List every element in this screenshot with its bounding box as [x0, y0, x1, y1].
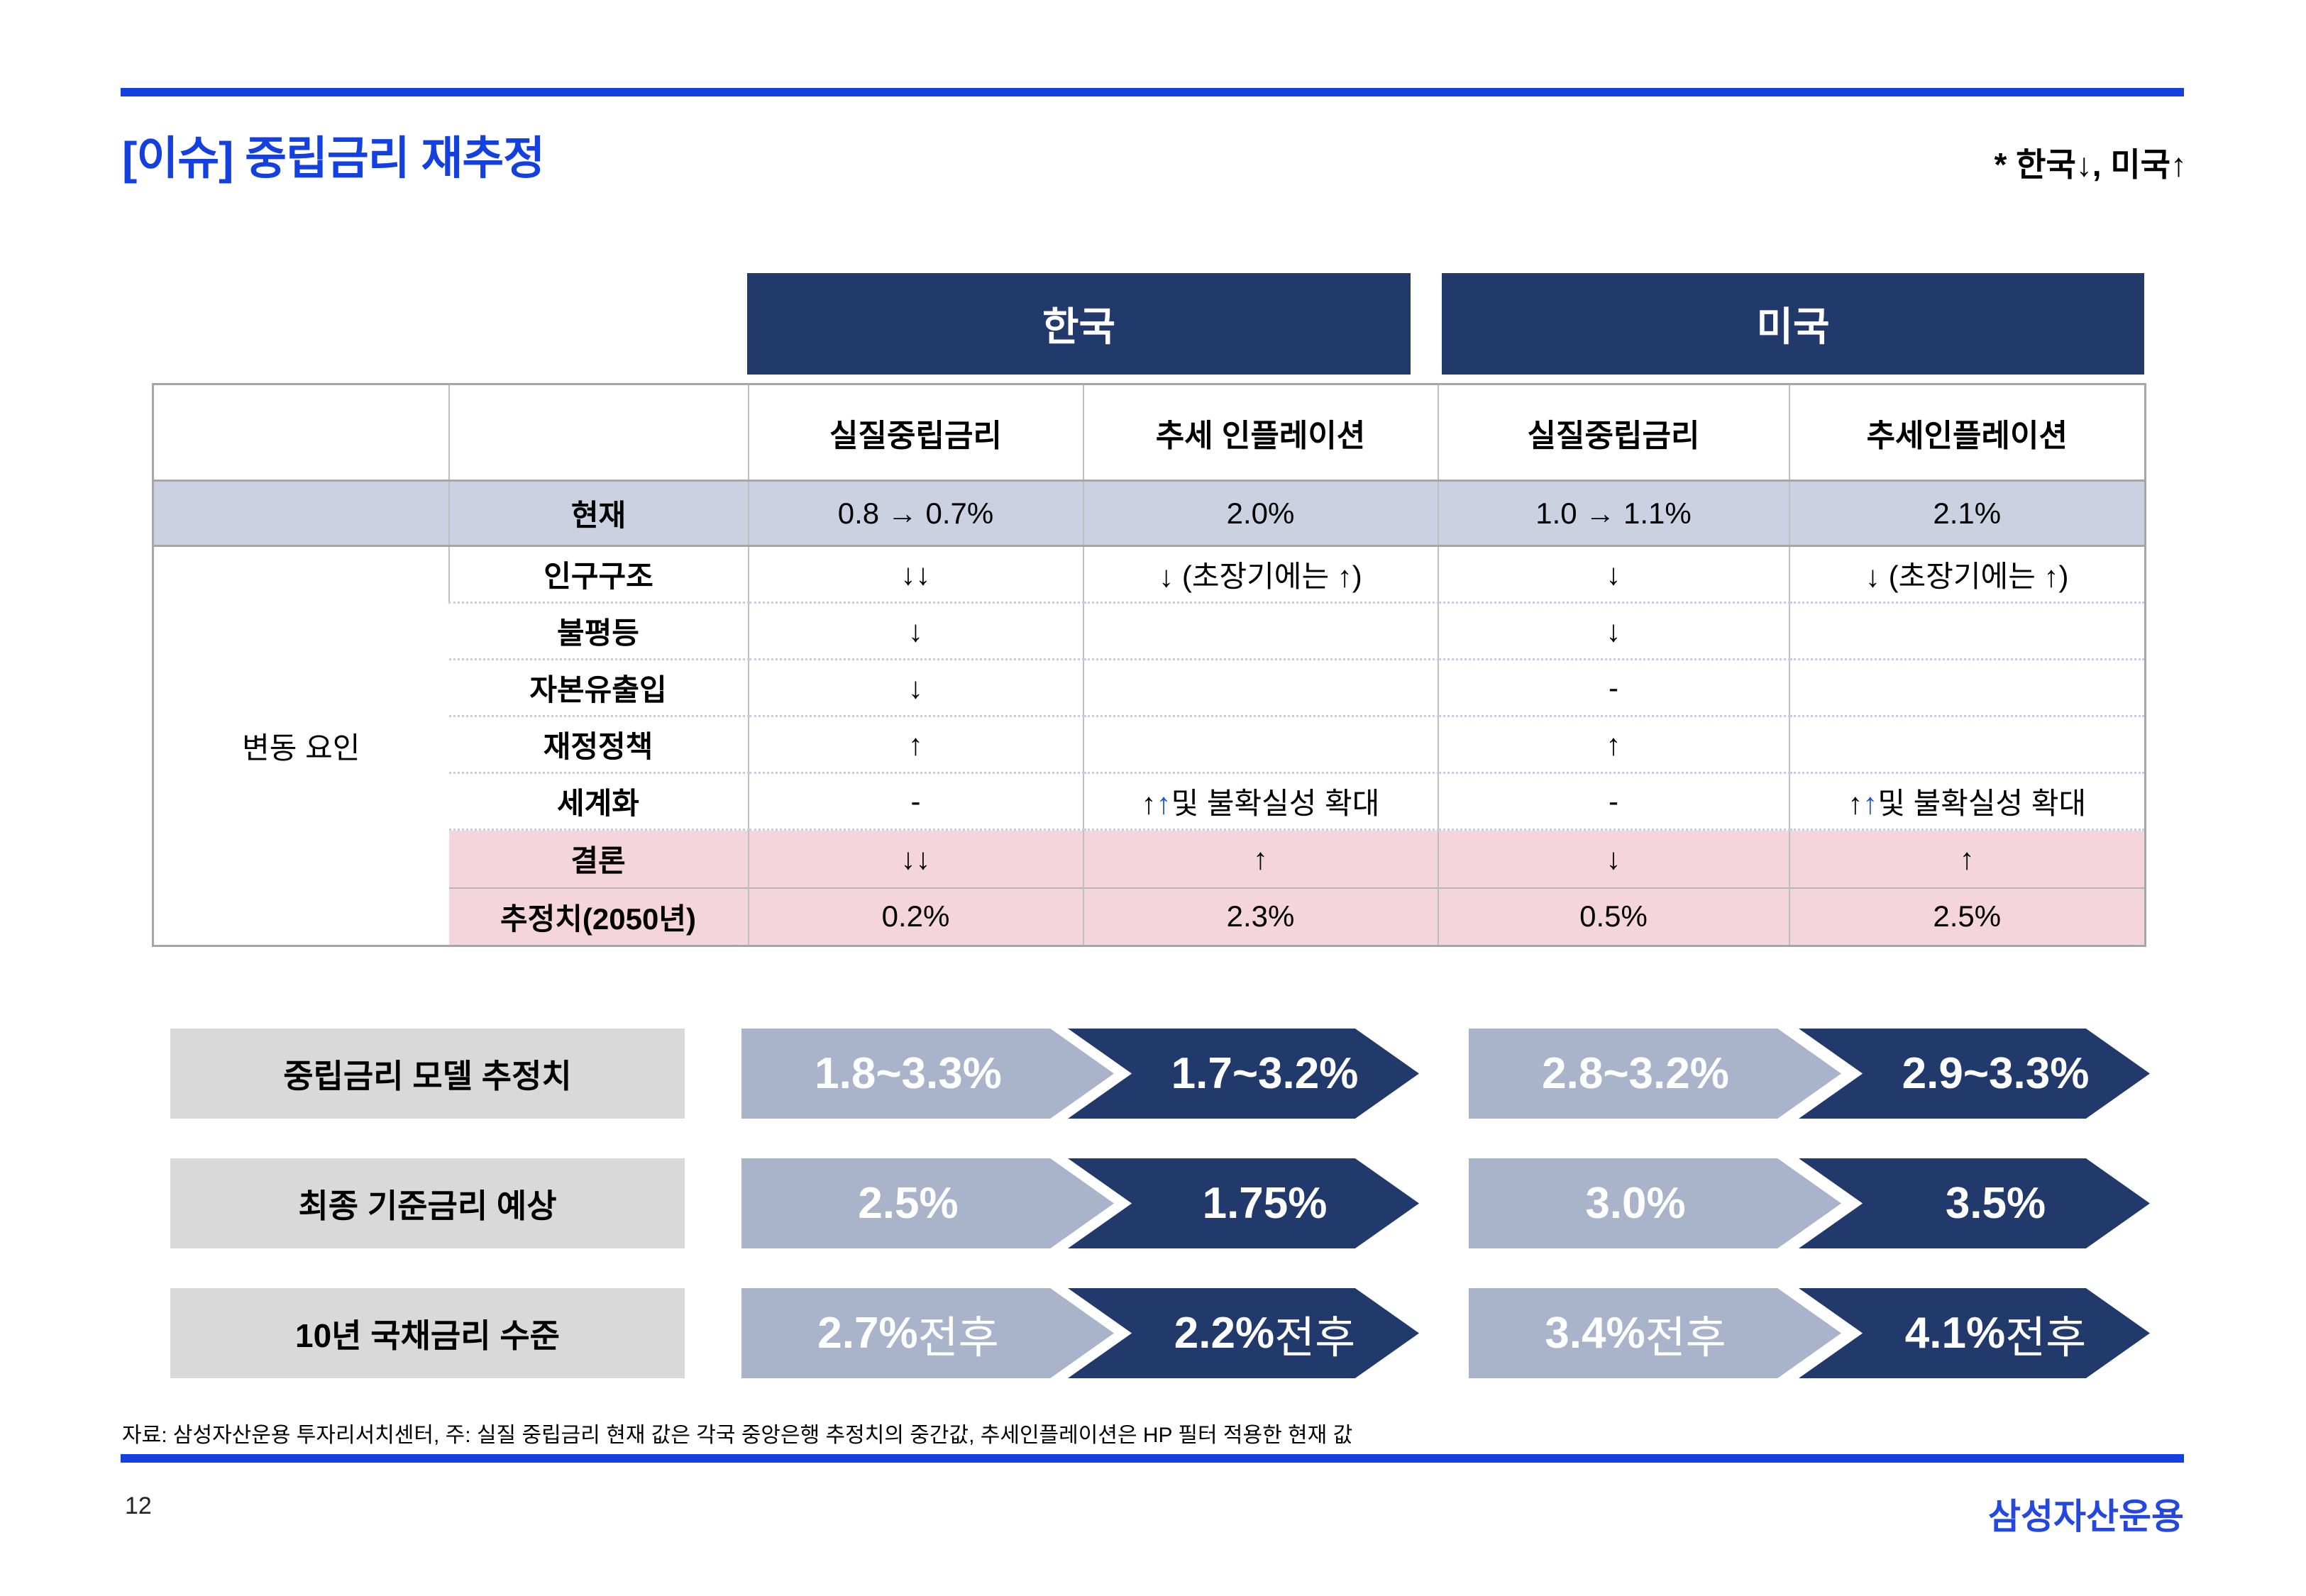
text-segment: 전후: [2005, 1313, 2087, 1363]
value-cell: ↓: [747, 602, 1083, 660]
summary-row-label: 최종 기준금리 예상: [170, 1158, 685, 1248]
table-row: 자본유출입 ↓ -: [153, 658, 2146, 716]
text-segment: 2.7%: [817, 1309, 918, 1358]
text-segment: 전후: [1274, 1313, 1356, 1363]
value-cell: [1082, 602, 1438, 660]
value-cell: 2.5%: [1788, 887, 2146, 946]
row-label-cell: 자본유출입: [448, 658, 749, 716]
text-segment: ↑: [1141, 787, 1157, 820]
value-cell: ↑: [1082, 829, 1438, 888]
column-header-cell: 추세인플레이션: [1788, 384, 2146, 481]
value-cell: 2.1%: [1788, 480, 2146, 547]
value-cell: [1082, 658, 1438, 716]
group-label-cell: 변동 요인: [153, 545, 449, 946]
text-segment: ↑: [1156, 787, 1171, 820]
row-label-cell: 불평등: [448, 602, 749, 660]
table-row: 현재 0.8 → 0.7% 2.0% 1.0 → 1.1% 2.1%: [153, 480, 2146, 547]
korea-to-chevron: 2.2% 전후: [1068, 1288, 1419, 1378]
table-row: 변동 요인 인구구조 ↓↓ ↓ (초장기에는 ↑) ↓ ↓ (초장기에는 ↑): [153, 545, 2146, 946]
text-segment: 2.2%: [1174, 1309, 1275, 1358]
text-segment: 및 불확실성 확대: [1171, 787, 1380, 820]
value-cell: ↑: [747, 715, 1083, 773]
us-to-chevron: 2.9~3.3%: [1799, 1029, 2150, 1119]
text-segment: 및 불확실성 확대: [1877, 787, 2087, 820]
value-cell: ↑: [1437, 715, 1789, 773]
us-from-chevron: 2.8~3.2%: [1469, 1029, 1841, 1119]
value-cell: ↓: [1437, 602, 1789, 660]
empty-cell: [448, 384, 749, 481]
column-header-cell: 실질중립금리: [1437, 384, 1789, 481]
us-to-chevron: 4.1% 전후: [1799, 1288, 2150, 1378]
value-cell: ↑↑및 불확실성 확대: [1082, 772, 1438, 830]
source-note: 자료: 삼성자산운용 투자리서치센터, 주: 실질 중립금리 현재 값은 각국 …: [122, 1424, 1353, 1447]
row-label-cell: 현재: [448, 480, 749, 547]
value-cell: ↑↑및 불확실성 확대: [1788, 772, 2146, 830]
value-cell: ↓ (초장기에는 ↑): [1788, 545, 2146, 603]
value-cell: [1788, 602, 2146, 660]
text-segment: ↑: [1848, 787, 1863, 820]
value-cell: -: [1437, 658, 1789, 716]
value-cell: 2.0%: [1082, 480, 1438, 547]
header-annotation: * 한국↓, 미국↑: [1994, 146, 2187, 183]
row-label-cell: 추정치(2050년): [448, 887, 749, 946]
value-cell: ↓↓: [747, 545, 1083, 603]
us-to-chevron: 3.5%: [1799, 1158, 2150, 1248]
table-row: 세계화 - ↑↑및 불확실성 확대 - ↑↑및 불확실성 확대: [153, 772, 2146, 830]
text-segment: 전후: [1645, 1313, 1726, 1363]
korea-to-chevron: 1.75%: [1068, 1158, 1419, 1248]
table-row: 재정정책 ↑ ↑: [153, 715, 2146, 773]
value-cell: 1.0 → 1.1%: [1437, 480, 1789, 547]
value-cell: 2.3%: [1082, 887, 1438, 946]
column-header-cell: 추세 인플레이션: [1082, 384, 1438, 481]
row-label-cell: 세계화: [448, 772, 749, 830]
page-number: 12: [125, 1492, 152, 1519]
value-cell: ↓↓: [747, 829, 1083, 888]
text-segment: ↑: [1863, 787, 1878, 820]
us-from-chevron: 3.0%: [1469, 1158, 1841, 1248]
summary-row-label: 중립금리 모델 추정치: [170, 1029, 685, 1119]
company-logo: 삼성자산운용: [1988, 1497, 2184, 1536]
text-segment: 4.1%: [1904, 1309, 2006, 1358]
table-row: 추정치(2050년) 0.2% 2.3% 0.5% 2.5%: [153, 887, 2146, 946]
column-header-cell: 실질중립금리: [747, 384, 1083, 481]
empty-cell: [153, 480, 449, 547]
text-segment: 전후: [917, 1313, 999, 1363]
value-cell: 0.5%: [1437, 887, 1789, 946]
top-divider: [121, 88, 2184, 96]
value-cell: 0.2%: [747, 887, 1083, 946]
value-cell: [1788, 658, 2146, 716]
table-row: 결론 ↓↓ ↑ ↓ ↑: [153, 829, 2146, 888]
value-cell: ↓: [1437, 545, 1789, 603]
korea-to-chevron: 1.7~3.2%: [1068, 1029, 1419, 1119]
korea-from-chevron: 1.8~3.3%: [741, 1029, 1114, 1119]
value-cell: [1788, 715, 2146, 773]
value-cell: ↓: [747, 658, 1083, 716]
table-subheader-row: 실질중립금리 추세 인플레이션 실질중립금리 추세인플레이션: [153, 384, 2146, 481]
value-cell: ↓: [1437, 829, 1789, 888]
value-cell: ↑: [1788, 829, 2146, 888]
country-header-us: 미국: [1442, 273, 2144, 375]
value-cell: [1082, 715, 1438, 773]
summary-row-label: 10년 국채금리 수준: [170, 1288, 685, 1378]
row-label-cell: 결론: [448, 829, 749, 888]
neutral-rate-table: 실질중립금리 추세 인플레이션 실질중립금리 추세인플레이션 현재 0.8 → 0.7% 2…: [152, 383, 2146, 947]
value-cell: ↓ (초장기에는 ↑): [1082, 545, 1438, 603]
text-segment: 3.4%: [1545, 1309, 1645, 1358]
row-label-cell: 재정정책: [448, 715, 749, 773]
bottom-divider: [121, 1454, 2184, 1463]
empty-cell: [153, 384, 449, 481]
value-cell: 0.8 → 0.7%: [747, 480, 1083, 547]
us-from-chevron: 3.4% 전후: [1469, 1288, 1841, 1378]
korea-from-chevron: 2.5%: [741, 1158, 1114, 1248]
country-header-korea: 한국: [747, 273, 1411, 375]
korea-from-chevron: 2.7% 전후: [741, 1288, 1114, 1378]
value-cell: -: [1437, 772, 1789, 830]
value-cell: -: [747, 772, 1083, 830]
row-label-cell: 인구구조: [448, 545, 749, 603]
page-title: [이슈] 중립금리 재추정: [122, 133, 545, 184]
table-row: 불평등 ↓ ↓: [153, 602, 2146, 660]
